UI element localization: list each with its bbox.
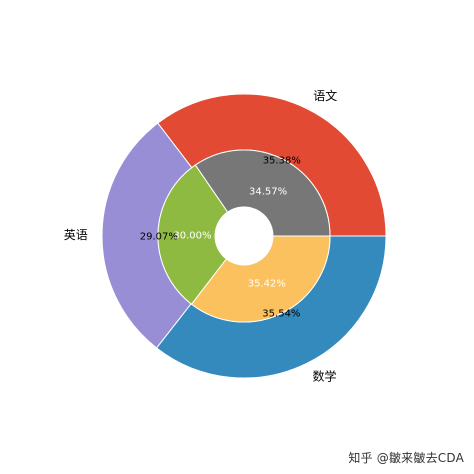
outer-percent-label-2: 35.54% [262,309,300,320]
inner-slice-0 [194,149,331,237]
outer-percent-label-1: 29.07% [140,232,178,243]
inner-ring [157,149,331,323]
inner-percent-label-1: 30.00% [173,231,211,242]
outer-ring [101,93,387,379]
outer-percent-label-0: 35.38% [263,156,301,167]
chart-labels: 35.38% 语文 29.07% 英语 35.54% 数学 34.57% 30.00% 35.4… [64,88,337,383]
category-label-0: 语文 [313,88,337,103]
inner-percent-label-2: 35.42% [248,278,286,289]
inner-percent-label-0: 34.57% [249,186,287,197]
category-label-2: 数学 [313,368,337,383]
inner-slice-2 [190,235,331,323]
inner-slice-1 [157,164,229,305]
watermark: 知乎 @皺来皺去CDA [348,451,464,465]
category-label-1: 英语 [64,228,88,242]
